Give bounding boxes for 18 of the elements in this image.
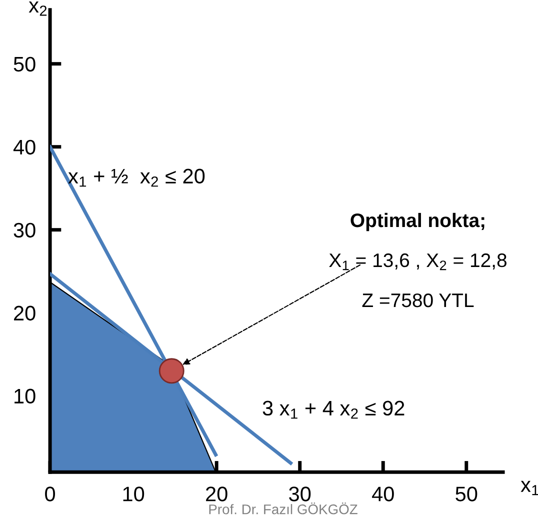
y-axis-title: x$_{2}$ xyxy=(28,1,47,16)
x-tick-label: 40 xyxy=(372,486,394,502)
annotation: Optimal nokta; xyxy=(350,212,484,232)
x-tick-label: 20 xyxy=(206,486,228,502)
x-tick-label: 0 xyxy=(45,486,56,502)
x-tick-label: 10 xyxy=(123,486,144,502)
x-tick-label: 30 xyxy=(289,486,311,502)
annotation: 3 x$_{1}$ + 4 x$_{2}$ ≤ 92 xyxy=(262,400,404,419)
annotation: X$_{1}$ = 13,6 , X$_{2}$ = 12,8 xyxy=(329,253,506,270)
annotation: Z =7580 YTL xyxy=(362,293,474,308)
y-tick-label: 20 xyxy=(14,306,36,321)
y-tick-label: 10 xyxy=(14,388,36,404)
y-tick-label: 50 xyxy=(14,56,36,72)
y-tick-label: 40 xyxy=(13,140,36,155)
text: Prof. Dr. Fazıl GÖKGÖZ xyxy=(209,502,358,514)
x-tick-label: 50 xyxy=(456,486,478,502)
annotation: x$_{1}$ + ½ x$_{2}$ ≤ 20 xyxy=(68,168,205,187)
y-tick-label: 30 xyxy=(14,222,36,238)
